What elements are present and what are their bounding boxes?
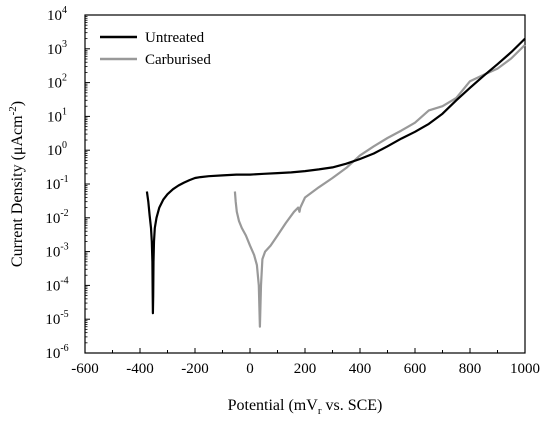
x-axis: -600 -400 -200 0 200 400 600 800 1000 — [71, 348, 540, 377]
x-axis-title-subscript: r — [318, 405, 322, 417]
y-axis: 10-6 10-5 10-4 10-3 10-2 10-1 100 101 102 103 104 — [45, 5, 90, 362]
x-tick-label: -200 — [181, 361, 209, 377]
y-tick-label: 104 — [47, 5, 67, 24]
series-line-untreated — [145, 37, 526, 315]
x-tick-label: 0 — [246, 361, 254, 377]
series-line-carburised — [233, 44, 526, 328]
y-tick-label: 100 — [47, 140, 67, 159]
y-tick-label: 10-5 — [45, 309, 68, 328]
x-tick-label: -400 — [126, 361, 154, 377]
legend: Untreated Carburised — [100, 30, 211, 68]
x-tick-label: 200 — [294, 361, 317, 377]
y-tick-label: 102 — [47, 73, 67, 92]
x-tick-label: 600 — [404, 361, 427, 377]
x-tick-label: 400 — [349, 361, 372, 377]
x-axis-title: Potential (mVr vs. SCE) — [228, 397, 383, 417]
y-tick-label: 103 — [47, 39, 67, 58]
x-tick-label: 800 — [459, 361, 482, 377]
y-tick-label: 10-3 — [45, 242, 68, 261]
y-axis-title: Current Density (μAcm-2) — [7, 101, 26, 267]
legend-label: Untreated — [145, 30, 205, 46]
legend-label: Carburised — [145, 52, 211, 68]
y-tick-label: 10-6 — [45, 343, 68, 362]
y-axis-title-superscript: -2 — [7, 106, 19, 115]
y-tick-label: 101 — [47, 106, 67, 125]
y-tick-label: 10-2 — [45, 208, 68, 227]
y-tick-label: 10-1 — [45, 174, 68, 193]
series-lines — [145, 37, 526, 328]
x-tick-label: -600 — [71, 361, 99, 377]
y-tick-label: 10-4 — [45, 275, 68, 294]
x-tick-label: 1000 — [510, 361, 540, 377]
